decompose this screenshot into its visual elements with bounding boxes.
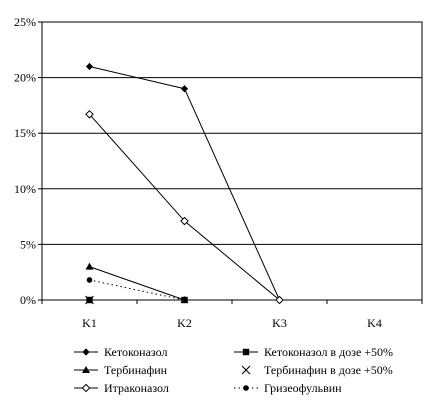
x-tick-label: K1 xyxy=(82,316,97,330)
legend-marker xyxy=(241,365,251,375)
data-point xyxy=(85,262,94,270)
legend-marker xyxy=(243,385,249,391)
y-tick-label: 0% xyxy=(20,293,36,307)
legend-item: Гризеофульвин xyxy=(234,381,342,395)
legend-label: Итраконазол xyxy=(104,381,169,395)
legend-marker xyxy=(81,383,91,393)
y-tick-label: 5% xyxy=(20,237,36,251)
data-point xyxy=(180,216,189,226)
y-tick-label: 10% xyxy=(14,182,36,196)
x-tick-label: K3 xyxy=(272,316,287,330)
legend-marker xyxy=(82,366,90,373)
x-tick-label: K4 xyxy=(367,316,382,330)
data-point xyxy=(180,85,189,93)
legend-label: Тербинафин в дозе +50% xyxy=(264,363,393,377)
y-axis-ticks: 0% 5% 10% 15% 20% 25% xyxy=(14,15,42,307)
data-point xyxy=(275,295,284,305)
series-6 xyxy=(86,277,188,303)
legend: Кетоконазол Кетоконазол в дозе +50% Тербин… xyxy=(74,345,393,395)
data-point xyxy=(181,297,188,303)
series-line xyxy=(89,266,185,301)
legend-label: Тербинафин xyxy=(104,363,168,377)
series-4 xyxy=(85,295,94,305)
legend-item: Итраконазол xyxy=(74,381,169,395)
plot-area xyxy=(41,21,423,301)
legend-item: Тербинафин xyxy=(74,363,168,377)
legend-label: Кетоконазол в дозе +50% xyxy=(264,345,393,359)
legend-marker xyxy=(242,348,250,356)
y-tick-label: 15% xyxy=(14,126,36,140)
data-point xyxy=(85,62,94,71)
y-tick-label: 20% xyxy=(14,71,36,85)
data-point xyxy=(85,109,94,119)
y-tick-label: 25% xyxy=(14,15,36,29)
gridlines xyxy=(42,77,422,245)
legend-item: Кетоконазол xyxy=(74,345,167,359)
series-layer xyxy=(85,62,284,305)
data-point xyxy=(85,295,94,305)
data-point xyxy=(86,277,93,283)
x-tick-label: K2 xyxy=(177,316,192,330)
legend-label: Гризеофульвин xyxy=(264,381,342,395)
x-axis-ticks: K1 K2 K3 K4 xyxy=(41,300,423,330)
legend-item: Тербинафин в дозе +50% xyxy=(241,363,393,377)
series-5 xyxy=(85,109,284,305)
legend-marker xyxy=(82,348,90,356)
legend-label: Кетоконазол xyxy=(104,345,167,359)
legend-item: Кетоконазол в дозе +50% xyxy=(234,345,393,359)
